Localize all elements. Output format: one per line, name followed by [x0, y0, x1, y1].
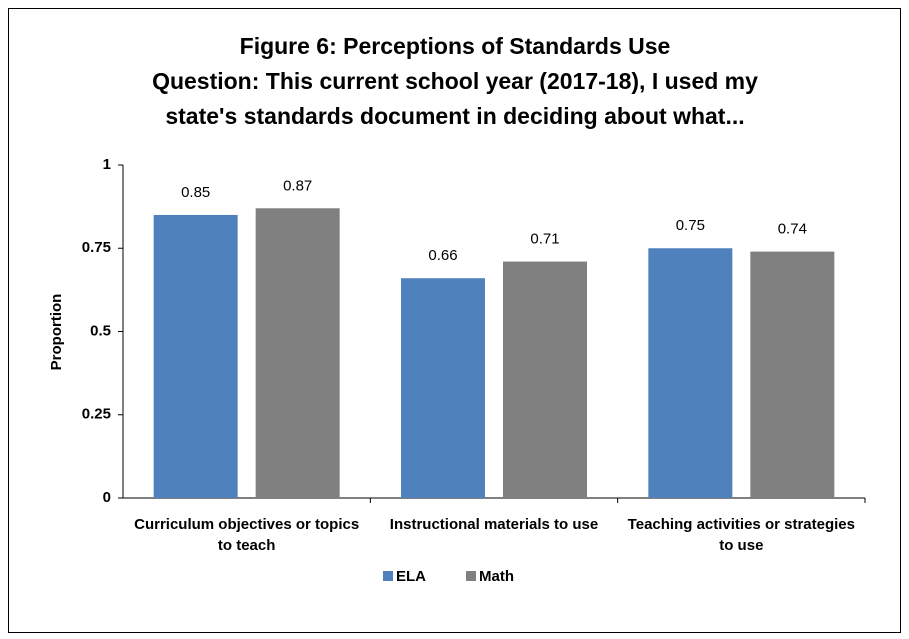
x-tick-label: Instructional materials to use: [389, 516, 599, 533]
legend-swatch: [466, 571, 476, 581]
bar: [503, 261, 587, 498]
data-label: 0.75: [676, 217, 705, 234]
x-tick-label: Teaching activities or strategies to use: [627, 516, 855, 554]
bar: [401, 278, 485, 498]
bar: [750, 251, 835, 498]
y-tick-label: 0: [103, 489, 111, 506]
chart-title: Figure 6: Perceptions of Standards Use: [240, 33, 671, 59]
data-label: 0.66: [428, 247, 457, 264]
legend-label: ELA: [396, 568, 426, 585]
chart-title: state's standards document in deciding a…: [165, 103, 744, 129]
bar: [153, 214, 238, 498]
legend-swatch: [383, 571, 393, 581]
y-tick-label: 0.75: [82, 239, 111, 256]
data-label: 0.71: [530, 231, 559, 248]
data-label: 0.87: [283, 177, 312, 194]
y-tick-label: 0.5: [90, 322, 111, 339]
data-label: 0.74: [778, 221, 807, 238]
bar: [648, 248, 733, 498]
y-tick-label: 1: [103, 156, 111, 173]
data-label: 0.85: [181, 184, 210, 201]
legend-label: Math: [479, 568, 514, 585]
y-tick-label: 0.25: [82, 406, 111, 423]
x-tick-label: Curriculum objectives or topics to teach: [134, 516, 360, 554]
chart-title: Question: This current school year (2017…: [152, 68, 758, 94]
y-axis-label: Proportion: [48, 294, 65, 371]
bar: [255, 208, 340, 499]
